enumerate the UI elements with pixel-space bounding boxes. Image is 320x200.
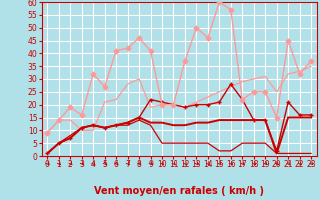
X-axis label: Vent moyen/en rafales ( km/h ): Vent moyen/en rafales ( km/h )	[94, 186, 264, 196]
